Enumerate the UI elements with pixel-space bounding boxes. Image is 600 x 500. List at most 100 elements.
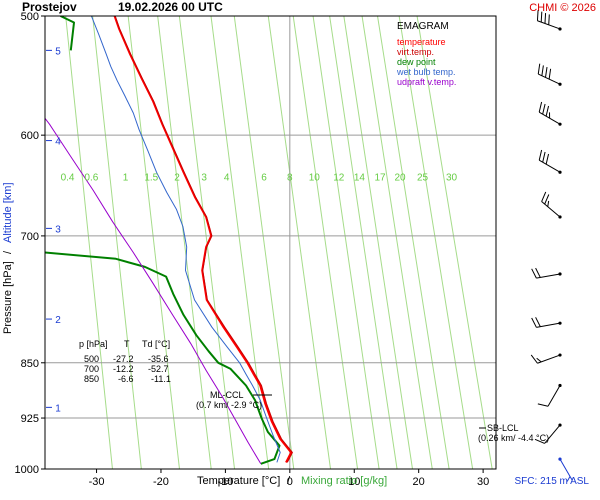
wind-barb-feather — [538, 101, 543, 113]
mixing-ratio-lines — [65, 16, 493, 469]
wind-barb-feather — [548, 14, 550, 25]
wind-barb-feather — [566, 476, 571, 482]
mixing-ratio-label: 30 — [446, 172, 458, 183]
wind-barb-feather — [535, 267, 541, 278]
legend-dew-point: dew point — [397, 57, 436, 67]
sb-lcl-title: SB-LCL — [487, 423, 519, 433]
mixing-ratio-line — [210, 16, 270, 469]
mixing-ratio-label: 17 — [374, 172, 386, 183]
mixing-ratio-line — [233, 16, 295, 469]
table-header-td: Td [°C] — [142, 339, 170, 349]
wind-barb-staff — [541, 201, 561, 218]
mixing-ratio-label: 20 — [394, 172, 406, 183]
wind-barb-staff — [536, 273, 561, 279]
wind-barb-feather — [531, 268, 537, 279]
y-axis-label: Pressure [hPa] — [2, 261, 14, 334]
mixing-ratio-line — [178, 16, 236, 469]
wind-barb — [558, 457, 573, 482]
legend-updraft: udpraft v.temp. — [397, 77, 456, 87]
legend-wet-bulb: wet bulb temp. — [396, 67, 456, 77]
wind-barb-feather — [541, 191, 547, 202]
legend: EMAGRAM temperature virt.temp. dew point… — [396, 21, 456, 87]
x-axis-separator: / — [287, 475, 291, 487]
wind-barb — [538, 149, 562, 174]
wind-barb-feather — [547, 200, 550, 207]
mixing-ratio-line — [416, 16, 493, 469]
mixing-ratio-line — [292, 16, 359, 469]
wind-barb-feather — [544, 13, 547, 24]
chart-datetime: 19.02.2026 00 UTC — [118, 0, 223, 14]
pressure-tick-label: 500 — [21, 11, 39, 23]
table-header-p: p [hPa] — [79, 339, 108, 349]
legend-virtual-temperature: virt.temp. — [397, 47, 434, 57]
mixing-ratio-line — [127, 16, 180, 469]
sb-lcl-value: (0.26 km/ -4.4 °C) — [478, 433, 549, 443]
table-row: 850 -6.6 -11.1 — [84, 374, 171, 384]
x-axis-title: Temperature [°C] / Mixing ratio [g/kg] — [197, 475, 387, 487]
wind-barb-feather — [544, 194, 550, 205]
wind-barb-feather — [542, 151, 546, 163]
wind-barb — [537, 63, 562, 86]
wind-barb-feather — [545, 153, 550, 165]
pressure-axis: 500 600 700 850 925 1000 — [15, 11, 45, 476]
altitude-tick-label: 2 — [55, 315, 61, 326]
pressure-tick-label: 700 — [21, 231, 39, 243]
mixing-ratio-label: 14 — [354, 172, 366, 183]
wind-barb-feather — [537, 403, 549, 407]
y-axis-label-altitude: Altitude [km] — [2, 182, 14, 243]
table-cell: -35.6 — [148, 354, 169, 364]
wind-barb-feather — [534, 438, 545, 444]
mixing-ratio-line — [398, 16, 474, 469]
legend-temperature: temperature — [397, 37, 446, 47]
series-line-temperature — [113, 16, 293, 463]
wind-barb-feather — [540, 11, 543, 23]
temperature-tick-label: -20 — [153, 476, 169, 488]
altitude-tick-label: 5 — [55, 46, 61, 57]
pressure-tick-label: 600 — [21, 130, 39, 142]
table-cell: -27.2 — [113, 354, 134, 364]
table-cell: -11.1 — [151, 374, 171, 384]
mixing-ratio-line — [312, 16, 380, 469]
table-row: 700 -12.2 -52.7 — [84, 364, 169, 374]
mixing-ratio-label: 8 — [287, 172, 293, 183]
temperature-tick-label: 0 — [287, 476, 293, 488]
wind-barb-feather — [545, 105, 550, 117]
table-cell: -52.7 — [148, 364, 169, 374]
mixing-ratio-label: 25 — [417, 172, 429, 183]
altitude-tick-label: 4 — [55, 137, 61, 148]
wind-barb — [538, 101, 562, 126]
mixing-ratio-line — [361, 16, 433, 469]
wind-barb-staff — [544, 424, 561, 444]
table-row: 500 -27.2 -35.6 — [84, 354, 169, 364]
ml-ccl-annotation: ML-CCL (0.7 km/ -2.9 °C) — [196, 390, 272, 410]
wind-barb-feather — [541, 65, 544, 76]
table-cell: -6.6 — [118, 374, 134, 384]
wind-barb — [536, 10, 562, 31]
wind-barb-feather — [537, 63, 541, 75]
wind-barbs — [530, 10, 573, 482]
wind-barb-feather — [548, 68, 552, 80]
mixing-ratio-labels: 0.4 0.6 1 1.5 2 3 4 6 8 10 12 14 17 20 25 30 — [61, 172, 458, 183]
series-line-virt-temp — [114, 16, 293, 463]
wind-barb — [541, 191, 562, 219]
table-cell: 500 — [84, 354, 99, 364]
y-axis-title: Pressure [hPa] / Altitude [km] — [2, 182, 14, 334]
table-header-t: T — [124, 339, 130, 349]
series-line-udpraft-v-temp — [45, 117, 262, 465]
series-line-dew-point — [45, 251, 281, 465]
altitude-tick-label: 3 — [55, 224, 61, 235]
mixing-ratio-label: 1.5 — [144, 172, 158, 183]
mixing-ratio-line — [329, 16, 398, 469]
mixing-ratio-line — [157, 16, 212, 469]
table-cell: 850 — [84, 374, 99, 384]
wind-barb — [530, 353, 562, 364]
mixing-ratio-label: 12 — [333, 172, 345, 183]
mixing-ratio-line — [267, 16, 332, 469]
pressure-tick-label: 1000 — [15, 464, 39, 476]
mixing-ratio-line — [65, 16, 113, 469]
mixing-ratio-label: 0.6 — [84, 172, 98, 183]
wind-barb-feather — [542, 103, 546, 115]
wind-barb — [537, 383, 562, 407]
series-line-wet-bulb-temp — [90, 16, 281, 463]
